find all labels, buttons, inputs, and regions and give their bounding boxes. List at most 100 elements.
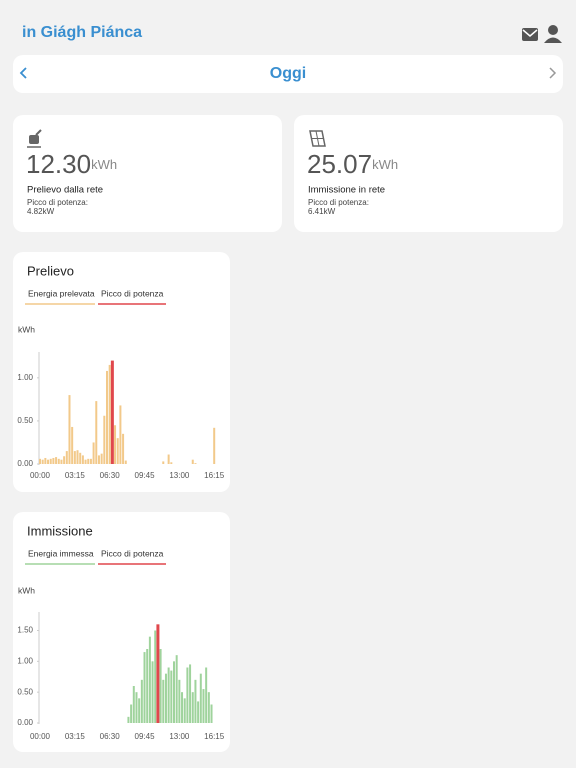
bar xyxy=(140,679,143,723)
bar xyxy=(71,426,74,464)
stat-number: 12.30 xyxy=(26,149,91,179)
x-tick-label: 03:15 xyxy=(65,471,86,480)
legend-label: Energia prelevata xyxy=(28,288,95,298)
legend-label: Energia immessa xyxy=(28,548,94,558)
bar xyxy=(73,451,76,464)
bar xyxy=(87,458,90,464)
chart-card xyxy=(13,252,230,492)
legend-label: Picco di potenza xyxy=(101,548,164,558)
x-tick-label: 16:15 xyxy=(204,471,225,480)
bar xyxy=(127,716,130,723)
bar xyxy=(159,649,162,723)
x-tick-label: 09:45 xyxy=(135,732,156,741)
bar xyxy=(207,692,210,723)
bar xyxy=(181,692,184,723)
y-tick-label: 1.50 xyxy=(17,626,33,635)
bar xyxy=(164,673,167,723)
bar xyxy=(213,427,216,464)
stat-unit: kWh xyxy=(372,157,398,172)
x-tick-label: 00:00 xyxy=(30,732,51,741)
bar xyxy=(116,438,119,464)
bar xyxy=(170,462,173,464)
bar xyxy=(39,458,41,464)
bar xyxy=(132,686,135,723)
bar xyxy=(170,670,173,723)
x-tick-label: 13:00 xyxy=(169,732,190,741)
peak-label: Picco di potenza: xyxy=(308,198,369,207)
icon-part xyxy=(35,129,42,136)
bar xyxy=(183,698,186,723)
y-axis-label: kWh xyxy=(18,585,35,595)
bar xyxy=(156,624,160,723)
bar xyxy=(81,455,84,464)
plug-icon xyxy=(27,129,42,148)
y-tick-label: 0.50 xyxy=(17,416,33,425)
bar xyxy=(138,698,141,723)
legend-label: Picco di potenza xyxy=(101,288,164,298)
bar xyxy=(68,395,71,464)
x-tick-label: 00:00 xyxy=(30,471,51,480)
bar xyxy=(114,425,117,464)
stat-label: Immissione in rete xyxy=(308,185,385,196)
y-tick-label: 1.00 xyxy=(17,656,33,665)
bar xyxy=(194,463,197,464)
bar xyxy=(60,459,63,464)
bar xyxy=(84,459,87,464)
mail-icon[interactable] xyxy=(522,28,538,41)
bar xyxy=(79,452,82,464)
x-tick-label: 16:15 xyxy=(204,732,225,741)
bar xyxy=(103,415,106,464)
next-button[interactable] xyxy=(549,67,557,79)
bar xyxy=(110,360,114,464)
y-tick-label: 0.50 xyxy=(17,687,33,696)
solar-icon xyxy=(309,130,326,147)
x-tick-label: 13:00 xyxy=(169,471,190,480)
chart-title: Immissione xyxy=(27,523,93,538)
bar xyxy=(162,679,165,723)
x-tick-label: 06:30 xyxy=(100,471,121,480)
bar xyxy=(100,453,103,464)
x-tick-label: 06:30 xyxy=(100,732,121,741)
bar xyxy=(135,692,138,723)
bar xyxy=(143,652,146,723)
stat-value: 12.30kWh xyxy=(26,149,117,179)
bar xyxy=(76,450,79,464)
bar xyxy=(199,673,202,723)
bar xyxy=(97,455,100,464)
stat-label: Prelievo dalla rete xyxy=(27,185,103,196)
bar xyxy=(197,701,200,723)
bar xyxy=(49,458,52,464)
bar xyxy=(186,667,189,723)
x-tick-label: 03:15 xyxy=(65,732,86,741)
peak-value: 6.41kW xyxy=(308,207,336,216)
stat-number: 25.07 xyxy=(307,149,372,179)
bar xyxy=(124,460,127,464)
prev-button[interactable] xyxy=(19,67,27,79)
peak-label: Picco di potenza: xyxy=(27,198,88,207)
bar xyxy=(167,454,170,464)
bar xyxy=(151,661,154,723)
bar xyxy=(65,451,68,464)
bar xyxy=(41,459,44,464)
mail-body xyxy=(522,28,538,41)
bar xyxy=(191,459,194,464)
icon-part xyxy=(309,130,326,147)
bar xyxy=(191,692,194,723)
x-tick-label: 09:45 xyxy=(135,471,156,480)
bar xyxy=(57,458,60,464)
user-body xyxy=(544,37,562,43)
bar xyxy=(148,636,151,723)
bar xyxy=(189,664,192,723)
bar xyxy=(210,704,213,723)
bar xyxy=(194,679,197,723)
bar xyxy=(52,457,55,464)
bar xyxy=(146,649,149,723)
y-tick-label: 0.00 xyxy=(17,718,33,727)
bar xyxy=(178,679,181,723)
y-tick-label: 0.00 xyxy=(17,459,33,468)
user-icon[interactable] xyxy=(544,25,562,43)
peak-value: 4.82kW xyxy=(27,207,55,216)
bar xyxy=(92,442,95,464)
nav-bar xyxy=(13,55,563,93)
